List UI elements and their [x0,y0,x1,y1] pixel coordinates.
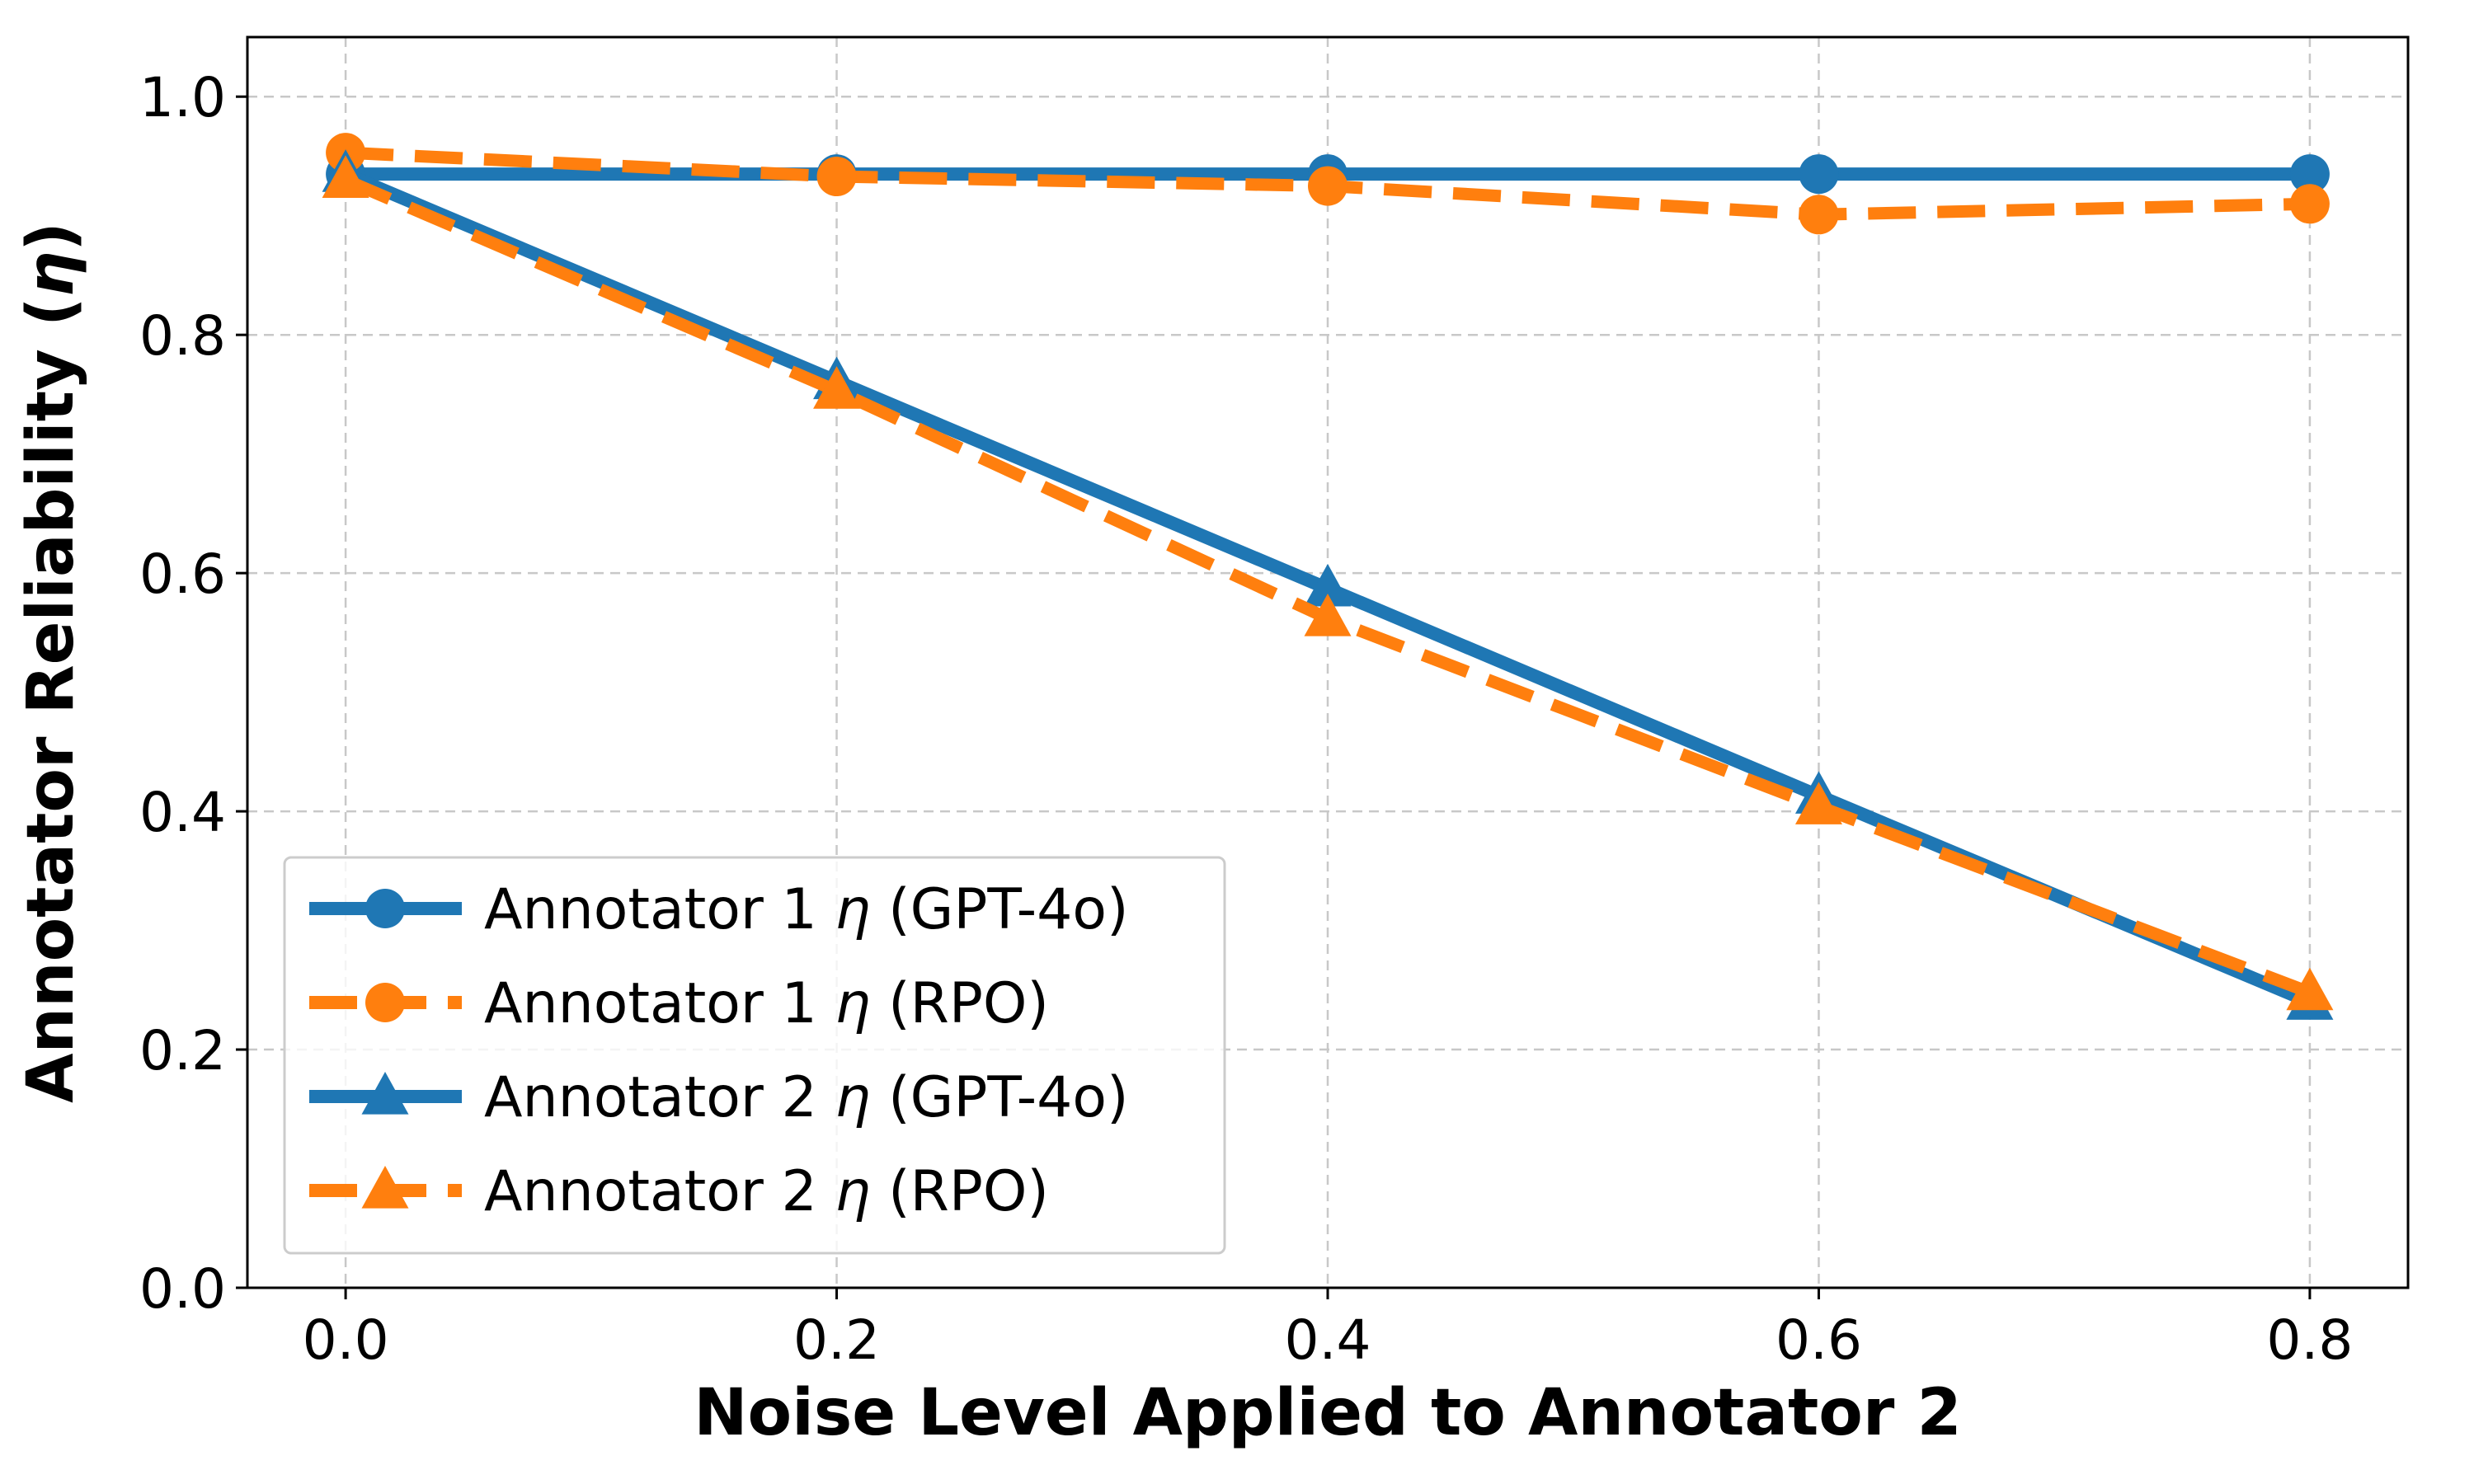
x-tick-label-2: 0.4 [1285,1308,1371,1372]
legend: Annotator 1 η (GPT-4o) Annotator 1 η (RPO… [283,856,1226,1255]
legend-marker-3 [361,1166,409,1209]
series-3-point-0 [322,155,369,198]
series-3-point-4 [2286,967,2334,1011]
axis-ticks: 0.0 0.2 0.4 0.6 0.8 0.0 0.2 0.4 0.6 0.8 1.0 [139,66,2353,1372]
legend-entry-2: Annotator 2 η (GPT-4o) [309,1065,1129,1130]
y-tick-label-2: 0.4 [139,781,226,844]
legend-entry-1: Annotator 1 η (RPO) [309,971,1049,1036]
y-tick-label-5: 1.0 [139,66,226,129]
legend-marker-1 [365,983,405,1022]
y-tick-label-0: 0.0 [139,1257,226,1321]
series-3-point-1 [813,366,861,409]
legend-label-0: Annotator 1 η (GPT-4o) [484,877,1129,942]
legend-label-1: Annotator 1 η (RPO) [484,971,1049,1036]
y-tick-label-1: 0.2 [139,1019,226,1082]
y-tick-label-4: 0.8 [139,304,226,368]
series-1 [326,133,2330,235]
legend-marker-2 [361,1072,409,1115]
legend-label-2: Annotator 2 η (GPT-4o) [484,1065,1129,1130]
legend-box [283,856,1226,1255]
series-1-point-2 [1308,166,1348,206]
legend-entries: Annotator 1 η (GPT-4o) Annotator 1 η (RPO… [309,877,1129,1224]
x-tick-label-1: 0.2 [793,1308,880,1372]
series-3-point-3 [1794,782,1842,824]
y-tick-label-3: 0.6 [139,542,226,606]
series-2-point-2 [1304,563,1352,607]
x-tick-label-4: 0.8 [2266,1308,2353,1372]
y-axis-label: Annotator Reliability (η) [14,222,88,1103]
legend-marker-0 [365,889,405,928]
series-0-point-4 [2289,154,2330,195]
x-tick-label-0: 0.0 [303,1308,389,1372]
x-axis-label: Noise Level Applied to Annotator 2 [694,1376,1961,1450]
series-1-point-3 [1799,195,1839,235]
series-1-point-4 [2289,184,2330,224]
legend-label-3: Annotator 2 η (RPO) [484,1159,1049,1224]
series-3 [322,155,2334,1011]
legend-entry-3: Annotator 2 η (RPO) [309,1159,1049,1224]
series-layer [322,133,2334,1020]
series-0-point-3 [1799,154,1839,195]
legend-entry-0: Annotator 1 η (GPT-4o) [309,877,1129,942]
series-3-point-2 [1304,594,1352,636]
x-tick-label-3: 0.6 [1776,1308,1862,1372]
series-1-point-1 [816,157,857,197]
